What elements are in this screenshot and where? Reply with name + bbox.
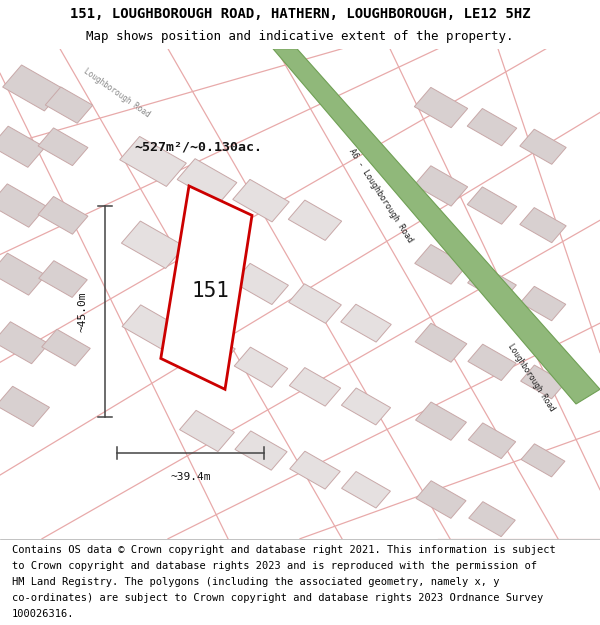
- Text: 151, LOUGHBOROUGH ROAD, HATHERN, LOUGHBOROUGH, LE12 5HZ: 151, LOUGHBOROUGH ROAD, HATHERN, LOUGHBO…: [70, 7, 530, 21]
- Polygon shape: [235, 431, 287, 470]
- Polygon shape: [234, 347, 288, 388]
- Text: Contains OS data © Crown copyright and database right 2021. This information is : Contains OS data © Crown copyright and d…: [12, 545, 556, 555]
- Polygon shape: [0, 184, 47, 228]
- Polygon shape: [416, 402, 466, 440]
- Polygon shape: [289, 368, 341, 406]
- Text: ~39.4m: ~39.4m: [170, 471, 211, 481]
- Polygon shape: [341, 471, 391, 508]
- Polygon shape: [290, 451, 340, 489]
- Polygon shape: [0, 126, 45, 168]
- Polygon shape: [161, 186, 252, 389]
- Polygon shape: [521, 365, 565, 399]
- Polygon shape: [178, 242, 236, 286]
- Polygon shape: [468, 344, 516, 381]
- Polygon shape: [119, 136, 187, 186]
- Polygon shape: [177, 159, 237, 203]
- Polygon shape: [121, 221, 185, 268]
- Polygon shape: [289, 200, 341, 241]
- Polygon shape: [273, 49, 600, 404]
- Text: co-ordinates) are subject to Crown copyright and database rights 2023 Ordnance S: co-ordinates) are subject to Crown copyr…: [12, 592, 543, 602]
- Polygon shape: [416, 481, 466, 518]
- Polygon shape: [520, 208, 566, 242]
- Polygon shape: [521, 444, 565, 477]
- Polygon shape: [233, 179, 289, 222]
- Text: 100026316.: 100026316.: [12, 609, 74, 619]
- Polygon shape: [0, 386, 49, 427]
- Polygon shape: [469, 502, 515, 537]
- Text: to Crown copyright and database rights 2023 and is reproduced with the permissio: to Crown copyright and database rights 2…: [12, 561, 537, 571]
- Text: ~45.0m: ~45.0m: [77, 291, 87, 332]
- Polygon shape: [45, 87, 93, 123]
- Text: Map shows position and indicative extent of the property.: Map shows position and indicative extent…: [86, 30, 514, 43]
- Polygon shape: [0, 253, 46, 295]
- Polygon shape: [122, 305, 184, 351]
- Polygon shape: [179, 411, 235, 451]
- Polygon shape: [469, 423, 515, 459]
- Text: A6 - Loughborough Road: A6 - Loughborough Road: [347, 147, 415, 244]
- Polygon shape: [0, 322, 49, 364]
- Polygon shape: [467, 266, 517, 302]
- Polygon shape: [42, 329, 90, 366]
- Text: ~527m²/~0.130ac.: ~527m²/~0.130ac.: [134, 140, 262, 153]
- Polygon shape: [179, 326, 235, 369]
- Polygon shape: [233, 263, 289, 304]
- Polygon shape: [467, 109, 517, 146]
- Polygon shape: [520, 286, 566, 321]
- Text: 151: 151: [191, 281, 229, 301]
- Polygon shape: [341, 388, 391, 425]
- Text: Loughborough Road: Loughborough Road: [82, 67, 152, 119]
- Polygon shape: [289, 284, 341, 323]
- Polygon shape: [38, 128, 88, 166]
- Polygon shape: [520, 129, 566, 164]
- Polygon shape: [38, 196, 88, 234]
- Text: HM Land Registry. The polygons (including the associated geometry, namely x, y: HM Land Registry. The polygons (includin…: [12, 577, 499, 587]
- Polygon shape: [415, 88, 467, 128]
- Polygon shape: [415, 166, 467, 206]
- Polygon shape: [467, 187, 517, 224]
- Polygon shape: [415, 244, 467, 284]
- Polygon shape: [341, 304, 391, 342]
- Polygon shape: [2, 65, 64, 111]
- Text: Loughborough Road: Loughborough Road: [506, 342, 556, 412]
- Polygon shape: [415, 323, 467, 362]
- Polygon shape: [39, 261, 87, 298]
